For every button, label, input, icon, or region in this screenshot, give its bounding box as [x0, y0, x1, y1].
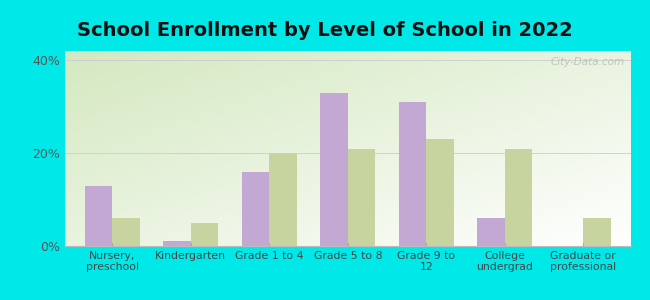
Bar — [190, 223, 218, 246]
Text: School Enrollment by Level of School in 2022: School Enrollment by Level of School in … — [77, 21, 573, 40]
Bar — [426, 139, 454, 246]
Bar — [477, 218, 505, 246]
Bar — [348, 148, 375, 246]
Bar — [320, 93, 348, 246]
Bar — [112, 218, 140, 246]
Text: City-Data.com: City-Data.com — [551, 57, 625, 67]
Bar — [505, 148, 532, 246]
Bar — [242, 172, 269, 246]
Bar — [584, 218, 611, 246]
Bar — [84, 186, 112, 246]
Bar — [269, 153, 296, 246]
Bar — [163, 242, 190, 246]
Bar — [399, 102, 426, 246]
